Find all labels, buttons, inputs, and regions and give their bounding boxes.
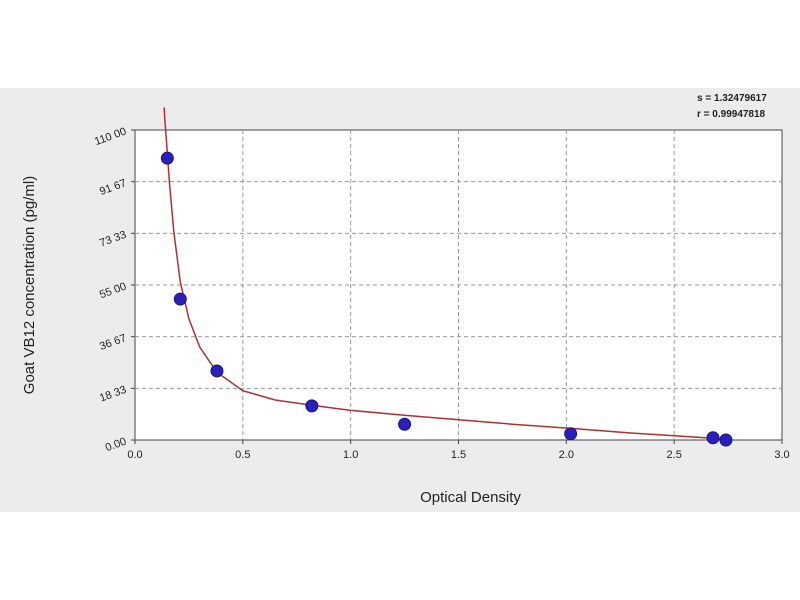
y-tick-label: 0.00 <box>104 436 128 455</box>
data-point <box>564 427 578 441</box>
data-point <box>160 151 174 165</box>
x-tick-label: 1.5 <box>451 449 466 461</box>
data-point <box>173 292 187 306</box>
y-tick-label: 110 00 <box>93 126 128 149</box>
y-tick-label: 18 33 <box>98 384 128 405</box>
data-point <box>210 364 224 378</box>
data-points <box>160 151 733 447</box>
y-tick-label: 55 00 <box>98 281 128 302</box>
y-axis-title: Goat VB12 concentration (pg/ml) <box>21 176 38 394</box>
stat-s: s = 1.32479617 <box>697 93 767 104</box>
data-point <box>719 433 733 447</box>
fit-curve <box>163 107 726 441</box>
data-point <box>305 399 319 413</box>
x-tick-label: 2.5 <box>667 449 682 461</box>
x-axis-title: Optical Density <box>420 489 521 506</box>
data-point <box>706 431 720 445</box>
y-tick-label: 73 33 <box>98 229 128 250</box>
grid <box>135 130 782 440</box>
x-tick-label: 1.0 <box>343 449 358 461</box>
x-tick-label: 2.0 <box>559 449 574 461</box>
y-tick-label: 91 67 <box>98 177 128 198</box>
stat-r: r = 0.99947818 <box>697 109 766 120</box>
x-tick-label: 0.5 <box>235 449 250 461</box>
data-point <box>398 417 412 431</box>
x-tick-label: 0.0 <box>127 449 142 461</box>
y-tick-label: 36 67 <box>98 332 128 353</box>
x-tick-label: 3.0 <box>774 449 789 461</box>
